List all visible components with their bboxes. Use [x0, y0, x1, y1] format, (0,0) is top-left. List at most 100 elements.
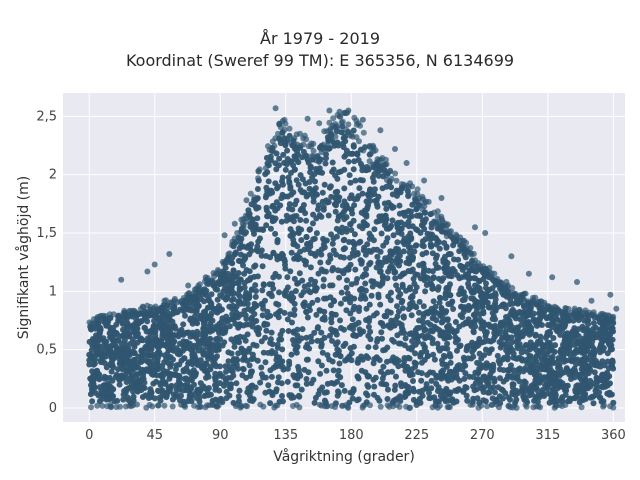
data-point — [332, 208, 339, 215]
data-point — [148, 362, 155, 369]
data-point — [293, 197, 300, 204]
data-point — [301, 366, 308, 373]
data-point — [231, 220, 238, 227]
data-point — [162, 379, 169, 386]
data-point — [418, 349, 425, 356]
data-point — [347, 179, 354, 186]
data-point — [416, 309, 422, 316]
data-point — [475, 404, 482, 411]
y-tick-label: 0,5 — [36, 343, 57, 358]
data-point — [545, 367, 552, 374]
data-point — [236, 387, 243, 394]
data-point — [293, 131, 300, 138]
data-point — [512, 315, 519, 322]
data-point — [102, 316, 109, 323]
data-point — [176, 361, 183, 368]
data-point — [303, 233, 310, 240]
x-tick-label: 270 — [470, 428, 495, 443]
data-point — [192, 333, 199, 339]
data-point — [188, 318, 195, 325]
data-point — [291, 306, 298, 313]
data-point — [304, 341, 311, 348]
data-point — [403, 287, 409, 294]
data-point — [208, 291, 215, 298]
data-point — [252, 262, 259, 269]
data-point — [222, 296, 229, 303]
data-point — [329, 358, 336, 365]
data-point — [242, 337, 249, 344]
data-point — [378, 368, 384, 375]
data-point — [242, 255, 249, 262]
data-point — [299, 176, 306, 183]
data-point — [488, 402, 495, 408]
chart-subtitle: Koordinat (Sweref 99 TM): E 365356, N 61… — [125, 51, 515, 70]
data-point — [241, 270, 248, 277]
data-point — [409, 293, 416, 300]
data-point — [383, 239, 390, 246]
data-point — [351, 252, 358, 259]
data-point — [185, 398, 191, 405]
data-point — [405, 390, 412, 397]
data-point — [554, 316, 560, 323]
data-point — [383, 313, 390, 320]
data-point — [596, 361, 602, 367]
data-point — [443, 373, 450, 380]
data-point — [262, 359, 269, 366]
data-point — [416, 298, 423, 305]
data-point — [408, 213, 415, 220]
data-point — [221, 339, 228, 346]
data-point — [355, 396, 362, 403]
data-point — [590, 351, 597, 358]
data-point — [309, 299, 316, 306]
data-point — [364, 372, 371, 379]
data-point — [368, 145, 375, 152]
data-point — [94, 345, 100, 352]
data-point — [190, 367, 197, 374]
data-point — [455, 386, 462, 393]
data-point — [192, 344, 199, 351]
data-point — [341, 153, 348, 160]
data-point — [386, 264, 393, 271]
data-point — [392, 146, 398, 152]
data-point — [436, 239, 442, 246]
data-point — [266, 281, 273, 288]
data-point — [563, 347, 569, 354]
data-point — [302, 154, 309, 160]
data-point — [305, 159, 312, 166]
data-point — [240, 365, 247, 372]
data-point — [432, 303, 439, 310]
data-point — [360, 129, 367, 136]
data-point — [238, 243, 244, 250]
data-point — [323, 295, 330, 302]
data-point — [181, 402, 188, 409]
data-point — [486, 350, 493, 356]
data-point — [311, 287, 318, 294]
data-point — [434, 388, 441, 394]
data-point — [258, 371, 265, 378]
data-point — [333, 197, 340, 204]
data-point — [539, 322, 545, 328]
data-point — [109, 377, 116, 384]
data-point — [355, 375, 362, 382]
data-point — [346, 172, 353, 179]
data-point — [310, 140, 317, 147]
data-point — [364, 382, 371, 389]
data-point — [408, 312, 415, 319]
data-point — [275, 301, 282, 308]
data-point — [460, 309, 467, 316]
data-point — [291, 240, 298, 247]
data-point — [258, 364, 265, 371]
data-point — [144, 366, 151, 373]
data-point — [197, 357, 204, 364]
data-point — [225, 358, 232, 365]
data-point — [359, 116, 366, 123]
data-point — [287, 216, 293, 223]
data-point — [316, 165, 323, 172]
data-point — [490, 337, 497, 344]
data-point — [365, 355, 372, 361]
data-point — [189, 361, 196, 368]
data-point — [373, 354, 380, 361]
data-point — [599, 310, 606, 317]
data-point — [590, 309, 597, 316]
data-point — [350, 142, 357, 149]
